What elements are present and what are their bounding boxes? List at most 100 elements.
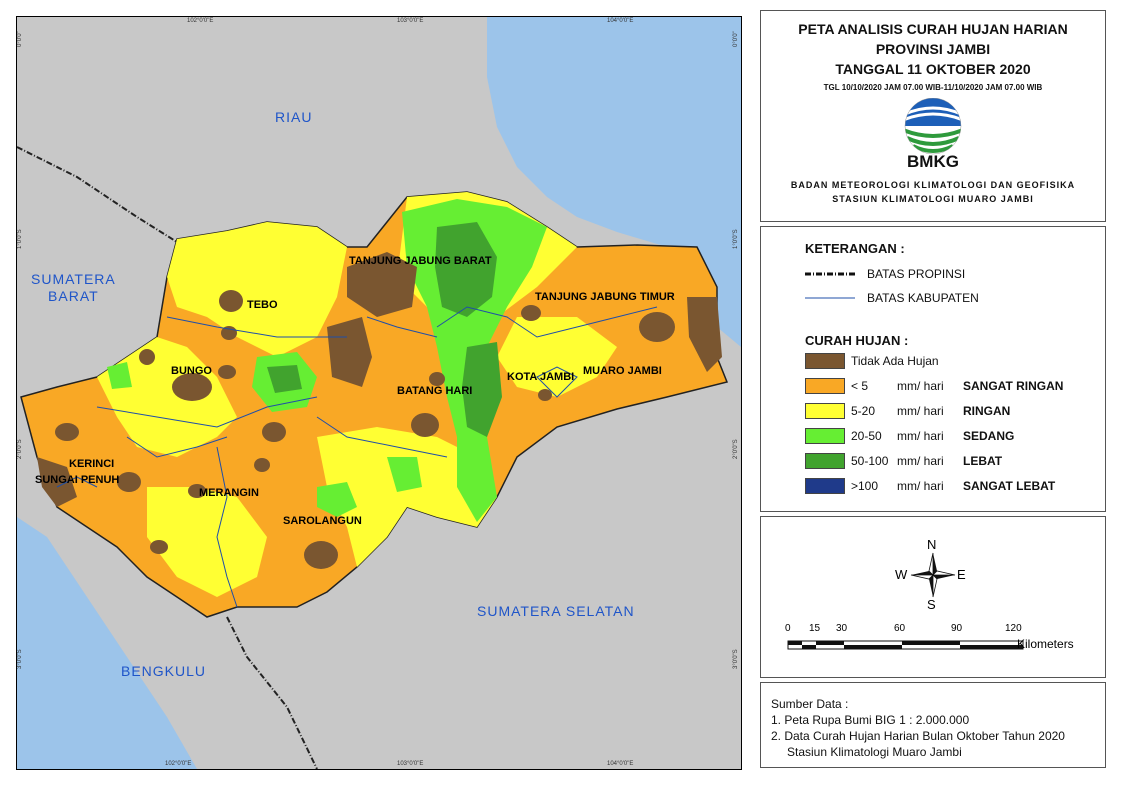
regency-label-sarolangun: SAROLANGUN	[283, 515, 362, 527]
rain-spot-none	[188, 484, 206, 498]
regency-label-tjb: TANJUNG JABUNG BARAT	[349, 255, 492, 267]
coord-top-2: 103°0'0"E	[397, 18, 424, 24]
rain-spot-none	[411, 413, 439, 437]
legend-category: LEBAT	[963, 454, 1003, 468]
regency-label-batanghari: BATANG HARI	[397, 385, 473, 397]
legend-swatch	[805, 453, 845, 469]
rain-spot-none	[55, 423, 79, 441]
coord-left-2: 1°0'0"S	[17, 229, 23, 249]
legend-category: SEDANG	[963, 429, 1015, 443]
map-title-line3: TANGGAL 11 OKTOBER 2020	[835, 61, 1031, 77]
rain-zone-none	[327, 317, 372, 387]
rain-zone-light	[167, 222, 347, 357]
regency-label-bungo: BUNGO	[171, 365, 212, 377]
coord-bottom-2: 103°0'0"E	[397, 761, 424, 767]
source-item-2-station: Stasiun Klimatologi Muaro Jambi	[787, 745, 962, 759]
legend-class-2: 5-20 mm/ hari RINGAN	[805, 403, 1010, 419]
legend-prov-boundary-label: BATAS PROPINSI	[867, 267, 966, 281]
regency-boundaries	[56, 306, 658, 608]
source-item-1: 1. Peta Rupa Bumi BIG 1 : 2.000.000	[771, 713, 970, 727]
agency-name: BADAN METEOROLOGI KLIMATOLOGI DAN GEOFIS…	[790, 180, 1076, 190]
legend-class-0: Tidak Ada Hujan	[805, 353, 939, 369]
legend-swatch	[805, 478, 845, 494]
rain-spot-none	[218, 365, 236, 379]
legend-category: SANGAT LEBAT	[963, 479, 1056, 493]
coord-left-3: 2°0'0"S	[17, 439, 23, 459]
coord-right-2: 1°0'0"S	[733, 229, 739, 249]
scale-bar	[787, 640, 1024, 650]
legend-class-1: < 5 mm/ hari SANGAT RINGAN	[805, 378, 1063, 394]
north-scale-panel: N S E W 0 15 30 60 90 120 Kilometers	[760, 516, 1106, 678]
scale-unit: Kilometers	[1017, 637, 1074, 651]
rain-spot-none	[639, 312, 675, 342]
legend-unit: mm/ hari	[897, 479, 944, 493]
north-arrow-icon	[910, 552, 956, 598]
rain-spot-none	[538, 389, 552, 401]
scale-tick-60: 60	[894, 623, 906, 634]
scale-tick-90: 90	[951, 623, 963, 634]
legend-range: >100	[851, 479, 879, 493]
legend-range: Tidak Ada Hujan	[851, 354, 939, 368]
map-title-line1: PETA ANALISIS CURAH HUJAN HARIAN	[798, 21, 1068, 37]
coord-right-1: 0°0'0"	[733, 31, 739, 47]
legend-panel: KETERANGAN : BATAS PROPINSI BATAS KABUPA…	[760, 226, 1106, 512]
rain-zone-light	[317, 427, 497, 567]
province-label-sumsel: SUMATERA SELATAN	[477, 603, 635, 619]
rain-zone-light	[147, 487, 267, 597]
coord-right-4: 3°0'0"S	[733, 649, 739, 669]
legend-class-5: >100 mm/ hari SANGAT LEBAT	[805, 478, 1055, 494]
bmkg-logo-icon	[904, 97, 962, 155]
compass-w: W	[895, 567, 908, 582]
regency-label-tjt: TANJUNG JABUNG TIMUR	[535, 291, 675, 303]
legend-range: 50-100	[851, 454, 889, 468]
rain-zone-none	[687, 297, 722, 372]
rain-zone-light	[497, 317, 617, 397]
station-name: STASIUN KLIMATOLOGI MUARO JAMBI	[832, 194, 1034, 204]
legend-unit: mm/ hari	[897, 379, 944, 393]
rain-spot-none	[150, 540, 168, 554]
regency-label-sungaipenuh: SUNGAI PENUH	[35, 474, 120, 486]
legend-range: 20-50	[851, 429, 882, 443]
legend-swatch	[805, 353, 845, 369]
coord-left-1: 0°0'0"	[17, 31, 23, 47]
rain-zone-light	[97, 337, 237, 457]
legend-class-4: 50-100 mm/ hari LEBAT	[805, 453, 1002, 469]
map-canvas[interactable]	[17, 17, 741, 769]
sea-west	[17, 517, 197, 769]
source-heading: Sumber Data :	[771, 697, 849, 711]
legend-class-3: 20-50 mm/ hari SEDANG	[805, 428, 1014, 444]
sea-north-east	[487, 17, 741, 347]
map-title-line2: PROVINSI JAMBI	[875, 41, 991, 57]
rain-spot-none	[117, 472, 141, 492]
rain-zone-moderate	[387, 457, 422, 492]
compass-e: E	[957, 567, 966, 582]
map-frame[interactable]: 102°0'0"E 103°0'0"E 104°0'0"E 102°0'0"E …	[16, 16, 742, 770]
source-panel: Sumber Data : 1. Peta Rupa Bumi BIG 1 : …	[760, 682, 1106, 768]
compass-n: N	[927, 537, 937, 552]
scale-tick-30: 30	[836, 623, 848, 634]
regency-label-kotajambi: KOTA JAMBI	[507, 371, 575, 383]
regency-label-muarojambi: MUARO JAMBI	[583, 365, 662, 377]
rain-spot-none	[304, 541, 338, 569]
source-item-2: 2. Data Curah Hujan Harian Bulan Oktober…	[771, 729, 1065, 743]
regency-label-merangin: MERANGIN	[199, 487, 259, 499]
title-panel: PETA ANALISIS CURAH HUJAN HARIAN PROVINS…	[760, 10, 1106, 222]
legend-category: SANGAT RINGAN	[963, 379, 1064, 393]
rain-spot-none	[254, 458, 270, 472]
rain-spot-none	[429, 372, 445, 386]
legend-swatch	[805, 378, 845, 394]
scale-tick-15: 15	[809, 623, 821, 634]
legend-kab-boundary: BATAS KABUPATEN	[805, 291, 979, 305]
legend-swatch	[805, 403, 845, 419]
legend-unit: mm/ hari	[897, 429, 944, 443]
bmkg-logo: BMKG	[893, 97, 973, 172]
legend-category: RINGAN	[963, 404, 1011, 418]
rain-spot-none	[262, 422, 286, 442]
legend-range: 5-20	[851, 404, 876, 418]
scale-tick-120: 120	[1005, 623, 1022, 634]
compass-s: S	[927, 597, 936, 612]
rain-zone-moderate	[107, 362, 132, 389]
rain-zone-none	[37, 457, 77, 507]
prov-boundary-line-icon	[805, 272, 855, 276]
rain-spot-none	[521, 305, 541, 321]
